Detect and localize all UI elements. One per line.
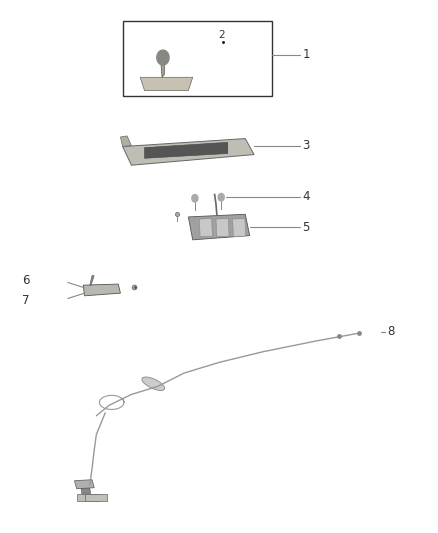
Text: 8: 8: [388, 325, 395, 338]
Text: 4: 4: [302, 190, 310, 203]
Text: 1: 1: [302, 49, 310, 61]
Text: 6: 6: [22, 274, 29, 287]
Text: 7: 7: [22, 294, 29, 306]
Polygon shape: [216, 219, 229, 237]
Polygon shape: [145, 142, 228, 158]
Polygon shape: [74, 480, 94, 489]
Polygon shape: [161, 60, 165, 77]
Polygon shape: [83, 284, 120, 296]
Circle shape: [218, 193, 224, 201]
Bar: [123, 21, 272, 96]
Polygon shape: [90, 276, 94, 285]
Text: 2: 2: [218, 30, 225, 39]
Circle shape: [157, 50, 169, 65]
Polygon shape: [81, 488, 91, 494]
Polygon shape: [199, 219, 212, 237]
Polygon shape: [123, 139, 254, 165]
Polygon shape: [77, 494, 99, 501]
Polygon shape: [120, 136, 131, 147]
Text: 5: 5: [302, 221, 310, 233]
Circle shape: [192, 195, 198, 202]
Polygon shape: [188, 214, 250, 240]
Polygon shape: [233, 219, 246, 237]
Polygon shape: [140, 77, 193, 91]
Ellipse shape: [142, 377, 165, 391]
Polygon shape: [85, 494, 107, 501]
Text: 3: 3: [302, 139, 310, 152]
